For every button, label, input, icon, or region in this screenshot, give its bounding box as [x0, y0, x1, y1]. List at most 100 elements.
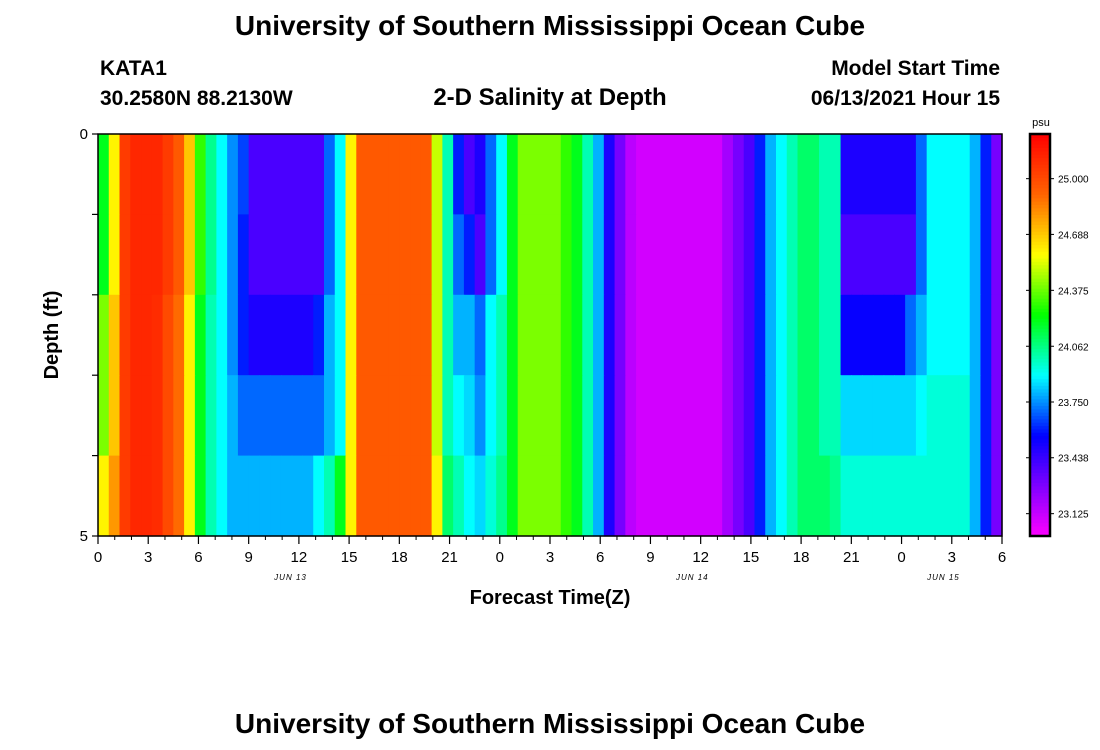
heatmap-cell — [539, 214, 551, 296]
heatmap-cell — [593, 455, 605, 537]
colorbar-segment — [1030, 489, 1050, 494]
heatmap-cell — [184, 375, 196, 457]
x-tick-label: 3 — [546, 549, 554, 566]
colorbar-segment — [1030, 495, 1050, 500]
heatmap-cell — [593, 375, 605, 457]
x-tick-label: 6 — [194, 549, 202, 566]
heatmap-cell — [872, 455, 885, 537]
colorbar-segment — [1030, 251, 1050, 256]
heatmap-cell — [227, 455, 239, 537]
heatmap-cell — [291, 455, 304, 537]
colorbar: 25.000 24.688 24.375 24.062 23.750 23.438 23.1… — [1026, 132, 1089, 538]
colorbar-segment — [1030, 308, 1050, 313]
heatmap-cell — [98, 214, 110, 296]
heatmap-cell — [205, 455, 217, 537]
heatmap-cell — [700, 214, 713, 296]
colorbar-label: 25.000 — [1058, 175, 1089, 186]
heatmap-cell — [905, 455, 917, 537]
heatmap-cell — [227, 375, 239, 457]
colorbar-segment — [1030, 522, 1050, 527]
colorbar-segment — [1030, 341, 1050, 346]
heatmap-cell — [388, 294, 400, 376]
heatmap-cell — [980, 455, 992, 537]
heatmap-cell — [399, 134, 411, 215]
heatmap-cell — [194, 134, 207, 215]
heatmap-cell — [410, 134, 422, 215]
heatmap-cell — [776, 214, 788, 296]
heatmap-cell — [420, 375, 433, 457]
colorbar-segment — [1030, 385, 1050, 390]
heatmap-cell — [130, 134, 142, 215]
heatmap-cell — [786, 214, 799, 296]
colorbar-segment — [1030, 519, 1050, 524]
date-label: JUN 15 — [926, 573, 960, 582]
heatmap-cell — [377, 294, 390, 376]
heatmap-cell — [259, 134, 271, 215]
heatmap-cell — [334, 134, 347, 215]
heatmap-cell — [184, 455, 196, 537]
heatmap-cell — [593, 214, 605, 296]
heatmap-cell — [141, 214, 153, 296]
heatmap-cell — [980, 214, 992, 296]
heatmap-cell — [496, 375, 508, 457]
heatmap-cell — [732, 455, 745, 537]
colorbar-segment — [1030, 479, 1050, 483]
heatmap-cell — [991, 294, 1003, 376]
heatmap-cell — [636, 134, 648, 215]
heatmap-cell — [754, 134, 766, 215]
colorbar-segment — [1030, 455, 1050, 460]
heatmap-cell — [948, 214, 960, 296]
heatmap-cell — [603, 455, 616, 537]
heatmap-cell — [324, 375, 336, 457]
colorbar-segment — [1030, 355, 1050, 360]
heatmap-cell — [205, 214, 217, 296]
heatmap-cell — [506, 455, 519, 537]
colorbar-label: 24.062 — [1058, 342, 1089, 353]
heatmap-cell — [937, 455, 949, 537]
heatmap-cell — [883, 375, 895, 457]
heatmap-cell — [754, 214, 766, 296]
heatmap-cell — [883, 455, 895, 537]
colorbar-segment — [1030, 268, 1050, 272]
heatmap-cell — [485, 294, 497, 376]
colorbar-frame — [1028, 132, 1052, 538]
model-start-label: Model Start Time — [831, 57, 1000, 80]
heatmap-cell — [797, 375, 809, 457]
colorbar-segment — [1030, 164, 1050, 169]
colorbar-segment — [1030, 284, 1050, 289]
heatmap-cell — [313, 375, 325, 457]
heatmap-cell — [560, 214, 573, 296]
heatmap-cell — [969, 294, 982, 376]
heatmap-cell — [614, 455, 626, 537]
x-tick-label: 15 — [341, 549, 358, 566]
x-tick-label: 21 — [843, 549, 860, 566]
heatmap-cell — [356, 134, 368, 215]
colorbar-segment — [1030, 435, 1050, 440]
heatmap-cell — [259, 294, 271, 376]
heatmap-cell — [743, 134, 756, 215]
heatmap-cell — [926, 455, 939, 537]
colorbar-segment — [1030, 150, 1050, 155]
heatmap-cell — [657, 214, 669, 296]
heatmap-cell — [259, 214, 271, 296]
heatmap-cell — [194, 375, 207, 457]
heatmap-cell — [108, 375, 121, 457]
heatmap-cell — [151, 134, 164, 215]
heatmap-cell — [808, 375, 820, 457]
heatmap-cell — [410, 294, 422, 376]
heatmap-cell — [797, 134, 809, 215]
x-tick-label: 12 — [692, 549, 709, 566]
colorbar-segment — [1030, 281, 1050, 286]
colorbar-segment — [1030, 515, 1050, 520]
heatmap-cell — [506, 134, 519, 215]
heatmap-cell — [765, 294, 777, 376]
heatmap-cell — [689, 375, 702, 457]
heatmap-cell — [776, 455, 788, 537]
heatmap-cell — [550, 455, 562, 537]
colorbar-segment — [1030, 391, 1050, 396]
colorbar-segment — [1030, 224, 1050, 229]
heatmap-cell — [334, 455, 347, 537]
heatmap-cell — [184, 294, 196, 376]
y-axis-label: Depth (ft) — [41, 291, 63, 380]
heatmap-cell — [829, 214, 842, 296]
